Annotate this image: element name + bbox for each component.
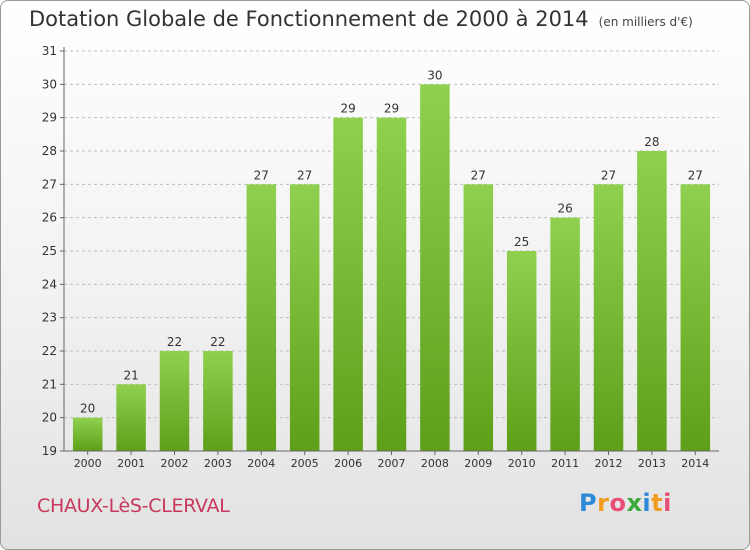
- bar: [376, 117, 407, 452]
- logo-letter: r: [597, 489, 610, 517]
- bar-value-label: 28: [644, 135, 659, 149]
- logo-letter: o: [609, 489, 627, 517]
- bar-value-label: 27: [297, 168, 312, 182]
- bar-value-label: 26: [557, 202, 572, 216]
- bar-value-label: 22: [167, 335, 182, 349]
- bar-value-label: 30: [427, 68, 442, 82]
- bar-value-label: 21: [123, 368, 138, 382]
- bar-value-label: 27: [254, 168, 269, 182]
- y-tick-label: 23: [42, 311, 57, 325]
- y-tick-label: 22: [42, 344, 57, 358]
- x-tick-label: 2002: [161, 457, 189, 470]
- logo-letter: i: [642, 489, 652, 517]
- bars-layer: [72, 84, 711, 452]
- bar: [289, 184, 320, 452]
- bar: [463, 184, 494, 452]
- y-tick-label: 19: [42, 444, 57, 458]
- commune-name: CHAUX-LèS-CLERVAL: [37, 495, 230, 517]
- bar-value-label: 27: [601, 168, 616, 182]
- bar-value-label: 25: [514, 235, 529, 249]
- bar: [203, 351, 233, 451]
- y-tick-label: 20: [42, 411, 57, 425]
- bar: [637, 151, 667, 451]
- bar: [506, 251, 537, 451]
- x-tick-label: 2008: [421, 457, 449, 470]
- y-tick-label: 29: [42, 111, 57, 125]
- bar-value-label: 20: [80, 402, 95, 416]
- bar: [246, 184, 277, 452]
- x-tick-label: 2012: [595, 457, 623, 470]
- x-tick-label: 2006: [334, 457, 362, 470]
- logo-letter: P: [579, 489, 598, 517]
- labels-layer: 19 20 21 22 23 24 25 26 27 28 29 30 31 20 2000 21 2001 22…: [42, 44, 710, 470]
- x-tick-label: 2000: [74, 457, 102, 470]
- y-tick-label: 31: [42, 44, 57, 58]
- x-tick-label: 2010: [508, 457, 536, 470]
- bar-value-label: 29: [384, 102, 399, 116]
- y-tick-label: 30: [42, 77, 57, 91]
- x-tick-label: 2007: [378, 457, 406, 470]
- bar: [116, 384, 146, 451]
- bar: [680, 184, 711, 452]
- x-tick-label: 2009: [464, 457, 492, 470]
- logo-letter: t: [651, 489, 664, 517]
- bar-value-label: 27: [688, 168, 703, 182]
- bar-value-label: 27: [471, 168, 486, 182]
- bar-value-label: 22: [210, 335, 225, 349]
- axes-layer: [60, 47, 719, 455]
- bar: [333, 117, 363, 452]
- y-tick-label: 26: [42, 211, 57, 225]
- x-tick-label: 2005: [291, 457, 319, 470]
- chart-title-text: Dotation Globale de Fonctionnement de 20…: [29, 7, 589, 31]
- bar: [159, 351, 190, 451]
- x-tick-label: 2011: [551, 457, 579, 470]
- bar: [420, 84, 450, 451]
- bar-value-label: 29: [340, 102, 355, 116]
- logo-letter: i: [663, 489, 672, 517]
- y-tick-label: 28: [42, 144, 57, 158]
- bar: [593, 184, 624, 452]
- bar: [72, 417, 103, 451]
- bar: [550, 217, 580, 451]
- x-tick-label: 2013: [638, 457, 666, 470]
- proxiti-logo: Proxiti: [579, 489, 672, 517]
- y-tick-label: 27: [42, 177, 57, 191]
- y-tick-label: 21: [42, 377, 57, 391]
- chart-subtitle: (en milliers d'€): [598, 15, 693, 29]
- x-tick-label: 2003: [204, 457, 232, 470]
- logo-letter: x: [626, 489, 643, 517]
- x-tick-label: 2001: [117, 457, 145, 470]
- chart-title: Dotation Globale de Fonctionnement de 20…: [29, 7, 693, 31]
- x-tick-label: 2014: [681, 457, 709, 470]
- x-tick-label: 2004: [247, 457, 275, 470]
- y-tick-label: 25: [42, 244, 57, 258]
- y-tick-label: 24: [42, 277, 57, 291]
